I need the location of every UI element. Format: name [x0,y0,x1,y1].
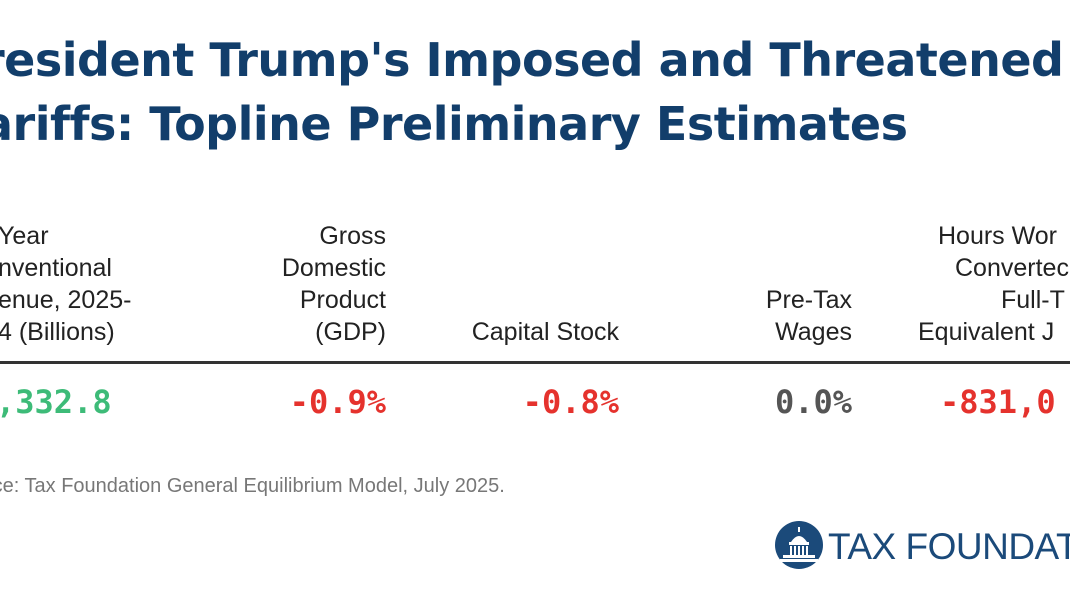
header-gdp: Gross Domestic Product (GDP) [281,222,386,346]
header-capital-stock: Capital Stock [471,318,619,346]
title-line-2: ariffs: Topline Preliminary Estimates [0,97,908,151]
page-title: resident Trump's Imposed and Threatened … [0,28,1070,156]
logo-text: TAX FOUNDATIO [828,526,1070,567]
value-capital-stock: -0.8% [522,383,619,421]
value-gdp: -0.9% [289,383,386,421]
value-hours-worked: -831,0 [940,383,1056,421]
table-header-row: Year nventional enue, 2025- 4 (Billions)… [0,218,1070,348]
source-note: rce: Tax Foundation General Equilibrium … [0,475,505,497]
title-line-1: resident Trump's Imposed and Threatened [0,33,1064,87]
value-conventional-revenue: ,332.8 [0,383,112,421]
header-hours-worked: Hours Wor Convertec Full-T Equivalent J [918,222,1069,346]
capitol-dome-icon [775,521,823,569]
header-pre-tax-wages: Pre-Tax Wages [765,286,852,346]
value-pre-tax-wages: 0.0% [774,383,852,421]
header-conventional-revenue: Year nventional enue, 2025- 4 (Billions) [0,222,132,346]
header-divider [0,361,1070,364]
